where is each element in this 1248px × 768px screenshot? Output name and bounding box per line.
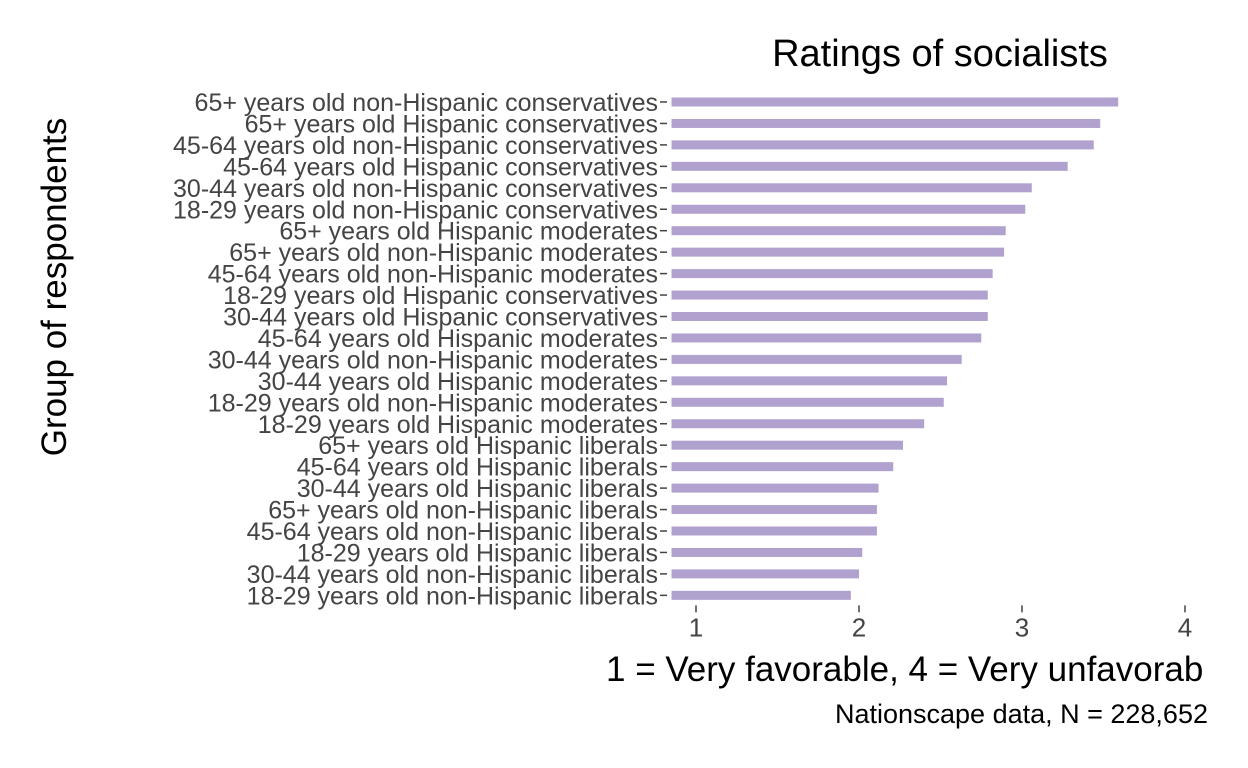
y-tick-label: 45-64 years old non-Hispanic conservativ…: [173, 132, 658, 160]
bar: [671, 183, 1032, 193]
y-tick-label: 30-44 years old Hispanic liberals: [297, 475, 658, 503]
x-tick-label: 3: [1015, 612, 1029, 642]
bar: [671, 118, 1101, 128]
bars-group: [671, 97, 1119, 600]
bar: [671, 462, 894, 472]
bar: [671, 483, 879, 493]
bar: [671, 204, 1026, 214]
x-tick-label: 4: [1178, 612, 1192, 642]
y-tick-label: 65+ years old non-Hispanic moderates: [229, 239, 658, 267]
bar: [671, 354, 962, 364]
bar: [671, 397, 944, 407]
y-tick-label: 45-64 years old Hispanic conservatives: [223, 153, 658, 181]
bar: [671, 247, 1005, 257]
bar: [671, 140, 1094, 150]
bar: [671, 505, 877, 515]
y-tick-label: 18-29 years old Hispanic liberals: [297, 539, 658, 567]
y-tick-label: 45-64 years old non-Hispanic liberals: [247, 518, 658, 546]
chart-title: Ratings of socialists: [772, 33, 1108, 75]
y-tick-label: 30-44 years old non-Hispanic conservativ…: [173, 175, 658, 203]
y-axis-title: Group of respondents: [35, 118, 74, 457]
y-tick-label: 45-64 years old Hispanic moderates: [258, 325, 658, 353]
bar: [671, 226, 1006, 236]
y-tick-label: 65+ years old Hispanic conservatives: [245, 110, 658, 138]
y-tick-label: 65+ years old Hispanic moderates: [279, 218, 658, 246]
y-tick-label: 30-44 years old non-Hispanic liberals: [247, 561, 658, 589]
bar: [671, 590, 851, 600]
caption: Nationscape data, N = 228,652: [835, 699, 1208, 729]
y-tick-label: 18-29 years old Hispanic moderates: [258, 411, 658, 439]
x-tick-labels: 1 2 3 4: [689, 605, 1192, 642]
bar: [671, 419, 925, 429]
y-tick-label: 18-29 years old Hispanic conservatives: [223, 282, 658, 310]
bar: [671, 269, 993, 279]
bar: [671, 161, 1068, 171]
x-tick-label: 1: [689, 612, 703, 642]
bar: [671, 440, 904, 450]
y-tick-labels: 65+ years old non-Hispanic conservatives…: [173, 89, 667, 610]
bar: [671, 376, 948, 386]
y-tick-label: 65+ years old Hispanic liberals: [318, 432, 658, 460]
y-tick-label: 45-64 years old non-Hispanic moderates: [208, 261, 658, 289]
y-tick-label: 65+ years old non-Hispanic conservatives: [195, 89, 658, 117]
x-tick-label: 2: [852, 612, 866, 642]
y-tick-label: 65+ years old non-Hispanic liberals: [268, 497, 658, 525]
y-tick-label: 45-64 years old Hispanic liberals: [297, 454, 658, 482]
y-tick-label: 30-44 years old Hispanic conservatives: [223, 304, 658, 332]
x-axis-title: 1 = Very favorable, 4 = Very unfavorab: [606, 650, 1203, 689]
y-tick-label: 30-44 years old Hispanic moderates: [258, 368, 658, 396]
bar: [671, 97, 1119, 107]
y-tick-label: 30-44 years old non-Hispanic moderates: [208, 346, 658, 374]
bar: [671, 290, 988, 300]
bar: [671, 333, 982, 343]
bar: [671, 526, 877, 536]
bar: [671, 569, 859, 579]
bar: [671, 547, 863, 557]
y-tick-label: 18-29 years old non-Hispanic conservativ…: [173, 196, 658, 224]
y-tick-label: 18-29 years old non-Hispanic moderates: [208, 389, 658, 417]
y-tick-label: 18-29 years old non-Hispanic liberals: [247, 582, 658, 610]
bar: [671, 312, 988, 321]
